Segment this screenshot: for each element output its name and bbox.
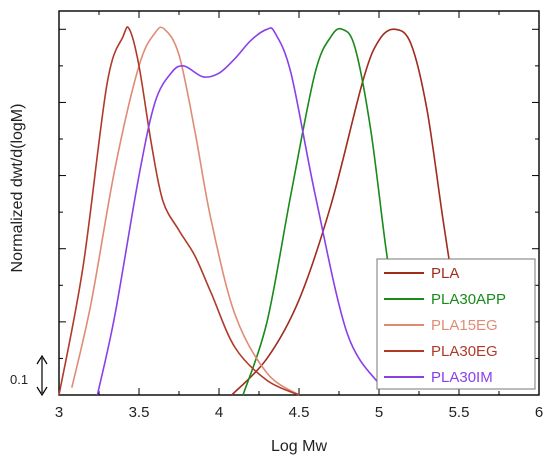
- scale-arrow-down-icon: [36, 386, 48, 397]
- x-axis-title: Log Mw: [271, 438, 327, 455]
- x-tick-label: 5.5: [449, 404, 470, 421]
- legend: PLA PLA30APP PLA15EG PLA30EG PLA30IM: [376, 258, 536, 390]
- series-line-pla: [231, 28, 473, 396]
- x-tick-label: 3: [55, 404, 63, 421]
- x-tick-label: 6: [535, 404, 543, 421]
- legend-label: PLA: [431, 265, 459, 282]
- scale-annotation-label: 0.1: [10, 372, 28, 387]
- legend-label: PLA30EG: [431, 343, 498, 360]
- x-tick-label: 4.5: [289, 404, 310, 421]
- legend-label: PLA15EG: [431, 317, 498, 334]
- series-line-pla15eg: [71, 26, 300, 396]
- x-tick-label: 3.5: [129, 404, 150, 421]
- x-tick-label: 5: [375, 404, 383, 421]
- scale-annotation: 0.1: [10, 354, 48, 397]
- series-line-pla30im: [96, 27, 380, 396]
- tick-layer: 3 3.5 4 4.5 5 5.5 6: [55, 11, 543, 421]
- legend-label: PLA30APP: [431, 291, 506, 308]
- legend-label: PLA30IM: [431, 369, 493, 386]
- scale-arrow-up-icon: [36, 354, 48, 365]
- series-line-pla30eg: [58, 26, 300, 396]
- x-tick-label: 4: [215, 404, 223, 421]
- y-axis-title: Normalized dwt/d(logM): [9, 104, 26, 273]
- legend-entries: PLA PLA30APP PLA15EG PLA30EG PLA30IM: [384, 265, 506, 386]
